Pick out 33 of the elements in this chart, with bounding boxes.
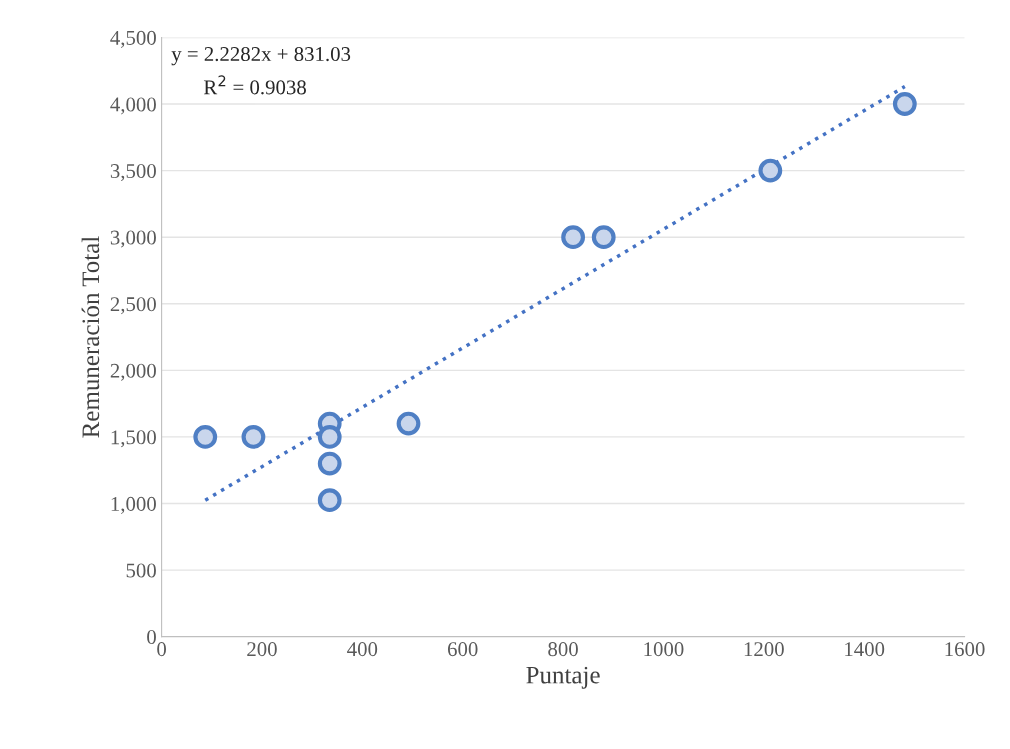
- point: [241, 425, 266, 449]
- point: [317, 425, 342, 449]
- point: [561, 225, 586, 250]
- point: [317, 451, 342, 476]
- y-tick-label: 1,500: [111, 430, 156, 448]
- point: [396, 411, 421, 436]
- y-tick-label: 2,500: [110, 297, 156, 315]
- y-axis-title: Remuneración Total: [81, 236, 100, 438]
- x-tick-label: 1000: [644, 642, 684, 657]
- y-tick-label: 1,000: [111, 496, 156, 514]
- y-tick-label: 500: [126, 563, 156, 578]
- y-tick-label: 4,000: [110, 97, 156, 115]
- y-tick-label: 3,500: [110, 163, 156, 182]
- y-tick-label: 2,000: [110, 363, 156, 381]
- x-tick-label: 600: [447, 642, 478, 657]
- point: [193, 425, 218, 449]
- x-tick-label: 400: [347, 642, 378, 657]
- point: [591, 225, 616, 250]
- y-tick-label: 0: [147, 630, 156, 645]
- annotation: y = 2.2282x + 831.03: [171, 46, 351, 66]
- x-axis-title: Puntaje: [526, 666, 600, 689]
- y-tick-label: 3,000: [110, 230, 156, 248]
- point: [317, 488, 342, 513]
- x-tick-label: 0: [157, 642, 167, 657]
- point: [892, 92, 917, 116]
- x-tick-label: 200: [247, 642, 277, 657]
- x-tick-label: 800: [548, 642, 578, 657]
- annotation: R$^{2}$ = 0.9038: [203, 75, 306, 95]
- point: [758, 158, 783, 183]
- x-tick-label: 1200: [744, 642, 784, 657]
- y-tick-label: 4,500: [110, 30, 156, 48]
- x-tick-label: 1400: [845, 642, 885, 657]
- x-tick-label: 1600: [945, 642, 985, 657]
